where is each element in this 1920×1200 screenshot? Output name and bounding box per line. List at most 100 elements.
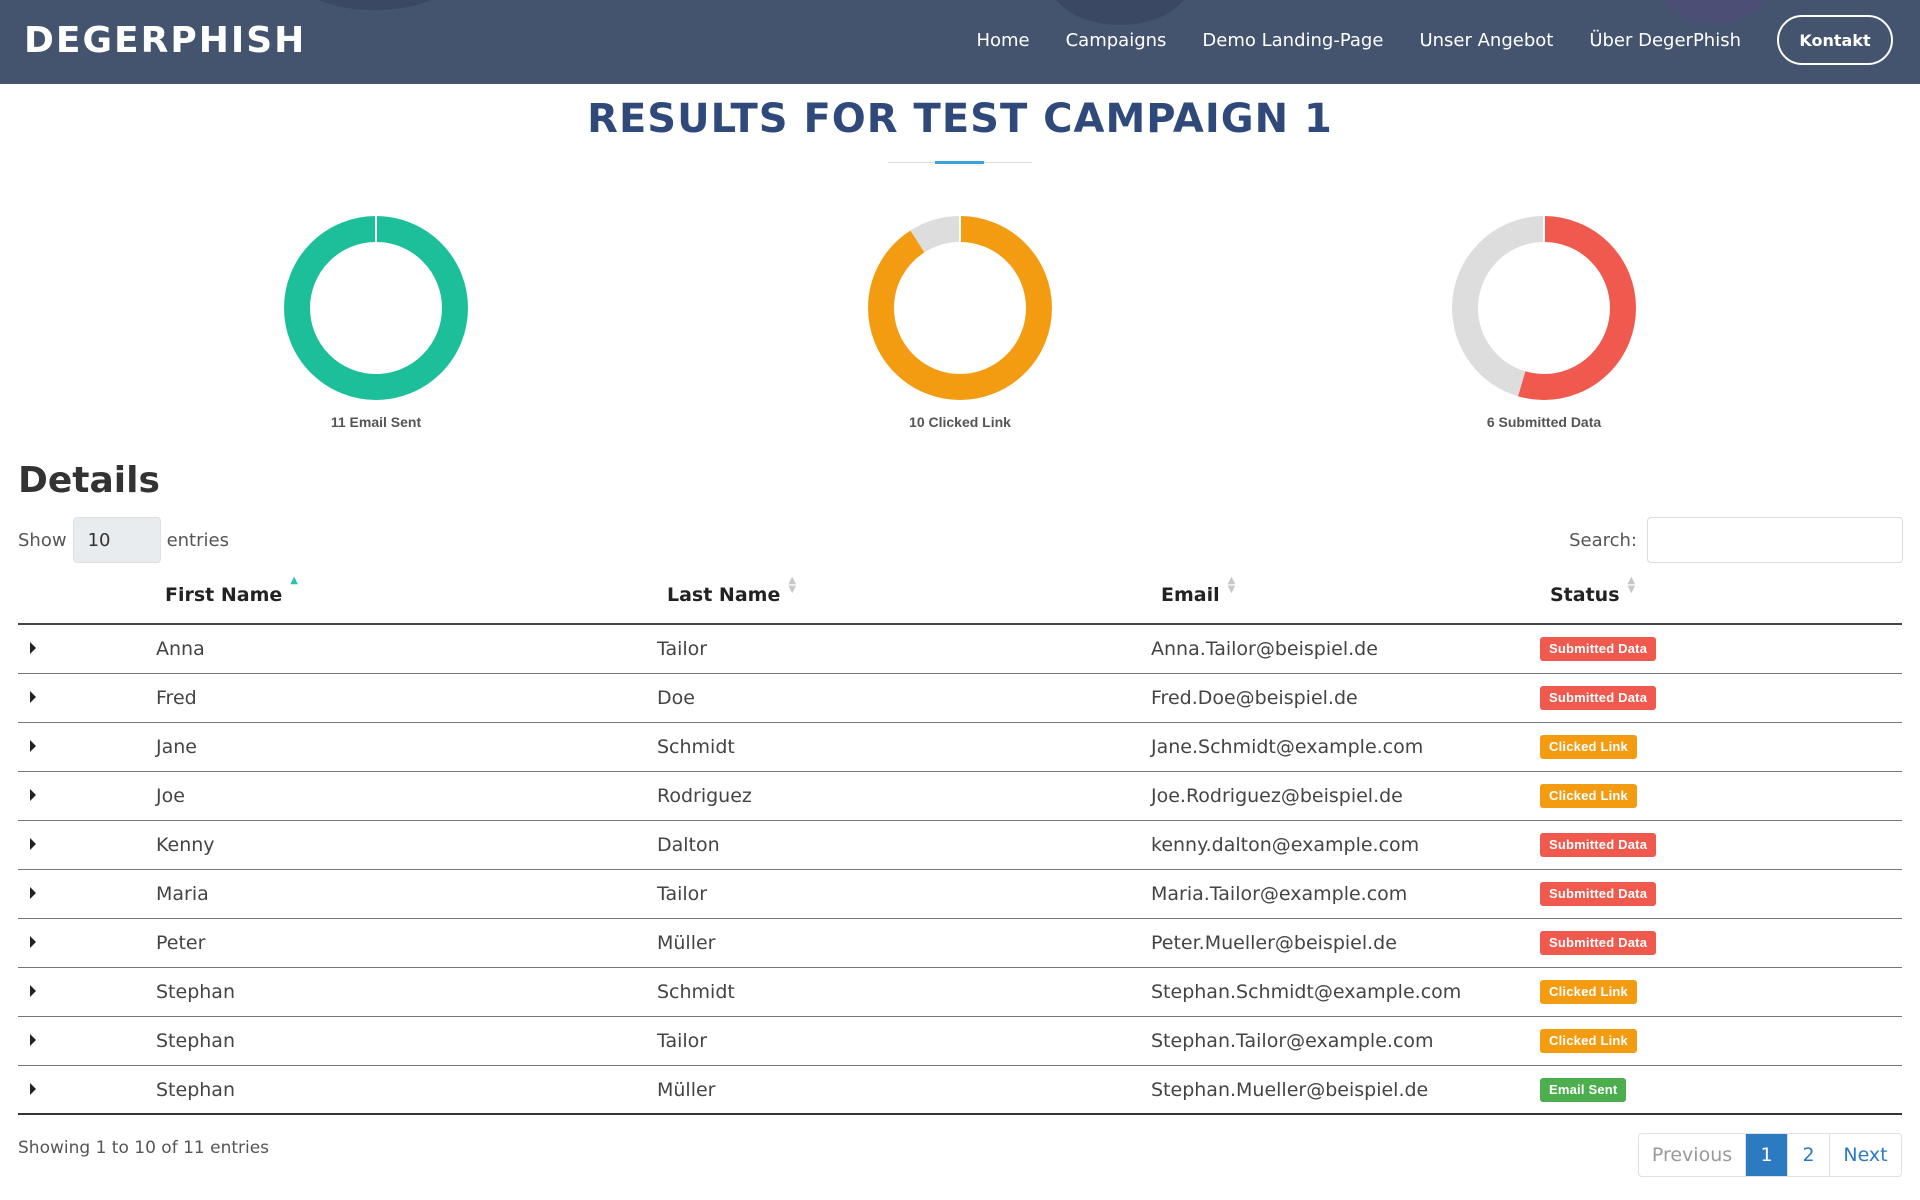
donut-label: 6 Submitted Data (1486, 414, 1602, 430)
cell-email: Stephan.Tailor@example.com (1151, 1030, 1434, 1052)
pagination-page-1[interactable]: 1 (1745, 1134, 1787, 1176)
expand-row-icon[interactable] (30, 985, 36, 997)
expand-row-icon[interactable] (30, 691, 36, 703)
status-badge: Clicked Link (1540, 735, 1637, 759)
search-label: Search: (1569, 529, 1637, 551)
status-badge: Submitted Data (1540, 882, 1657, 906)
cell-last-name: Dalton (657, 834, 720, 856)
results-table: First Name ▲ Last Name ▲ ▼ Email ▲ ▼ Statu… (18, 574, 1902, 1115)
cell-status: Submitted Data (1540, 674, 1657, 722)
cell-last-name: Müller (657, 932, 716, 954)
nav-menu: Home Campaigns Demo Landing-Page Unser A… (976, 14, 1893, 66)
sort-both-icon: ▲ ▼ (1227, 575, 1236, 595)
title-divider-accent (935, 161, 984, 164)
column-header-email[interactable]: Email ▲ ▼ (1161, 576, 1235, 607)
status-badge: Submitted Data (1540, 686, 1657, 710)
donut-slice-email-sent (284, 216, 468, 400)
cell-status: Clicked Link (1540, 772, 1637, 820)
cell-status: Clicked Link (1540, 723, 1637, 771)
pagination-previous-button[interactable]: Previous (1651, 1144, 1733, 1166)
table-body: Anna Tailor Anna.Tailor@beispiel.de Submitt… (18, 625, 1902, 1115)
entries-label: entries (166, 529, 229, 551)
nav-link-ueber-degerphish[interactable]: Über DegerPhish (1589, 29, 1741, 51)
column-header-label: Email (1161, 584, 1220, 606)
cell-last-name: Schmidt (657, 981, 735, 1003)
table-row: Peter Müller Peter.Mueller@beispiel.de Subm… (18, 919, 1902, 968)
status-badge: Clicked Link (1540, 980, 1637, 1004)
cell-email: Stephan.Schmidt@example.com (1151, 981, 1462, 1003)
table-row: Joe Rodriguez Joe.Rodriguez@beispiel.de Cli… (18, 772, 1902, 821)
status-badge: Email Sent (1540, 1078, 1627, 1102)
cell-email: Maria.Tailor@example.com (1151, 883, 1408, 905)
nav-link-unser-angebot[interactable]: Unser Angebot (1419, 29, 1554, 51)
donut-slice-clicked-link (868, 216, 1052, 400)
pagination-page-2[interactable]: 2 (1787, 1134, 1829, 1176)
status-badge: Submitted Data (1540, 931, 1657, 955)
column-header-last-name[interactable]: Last Name ▲ ▼ (667, 576, 796, 607)
nav-link-campaigns[interactable]: Campaigns (1065, 29, 1167, 51)
kontakt-button[interactable]: Kontakt (1777, 15, 1893, 65)
table-header: First Name ▲ Last Name ▲ ▼ Email ▲ ▼ Statu… (18, 574, 1902, 625)
top-navbar: DEGERPHISH Home Campaigns Demo Landing-P… (0, 0, 1920, 84)
expand-row-icon[interactable] (30, 838, 36, 850)
cell-email: kenny.dalton@example.com (1151, 834, 1420, 856)
cell-last-name: Tailor (657, 638, 708, 660)
status-badge: Clicked Link (1540, 1029, 1637, 1053)
cell-email: Stephan.Mueller@beispiel.de (1151, 1079, 1429, 1101)
table-info: Showing 1 to 10 of 11 entries (18, 1138, 270, 1158)
pagination: Previous 1 2 Next (1638, 1133, 1902, 1177)
donut-label: 11 Email Sent (330, 414, 422, 430)
cell-last-name: Rodriguez (657, 785, 752, 807)
cell-status: Clicked Link (1540, 1017, 1637, 1065)
cell-first-name: Anna (156, 638, 205, 660)
column-header-status[interactable]: Status ▲ ▼ (1550, 576, 1635, 607)
donut-svg (1452, 216, 1636, 400)
cell-status: Clicked Link (1540, 968, 1637, 1016)
nav-link-home[interactable]: Home (976, 29, 1030, 51)
pagination-next-button[interactable]: Next (1829, 1134, 1901, 1176)
cell-last-name: Schmidt (657, 736, 735, 758)
column-header-first-name[interactable]: First Name ▲ (165, 576, 298, 607)
cell-last-name: Müller (657, 1079, 716, 1101)
entries-select[interactable]: 10 (72, 517, 161, 563)
table-row: Kenny Dalton kenny.dalton@example.com Submi… (18, 821, 1902, 870)
cell-status: Submitted Data (1540, 625, 1657, 673)
expand-row-icon[interactable] (30, 887, 36, 899)
column-header-label: Status (1550, 584, 1620, 606)
donut-chart-email-sent: 11 Email Sent (226, 216, 526, 430)
table-row: Stephan Tailor Stephan.Tailor@example.com C… (18, 1017, 1902, 1066)
nav-link-demo-landing-page[interactable]: Demo Landing-Page (1202, 29, 1384, 51)
sort-both-icon: ▲ ▼ (1627, 575, 1636, 595)
cell-last-name: Tailor (657, 883, 708, 905)
donut-chart-clicked-link: 10 Clicked Link (810, 216, 1110, 430)
table-row: Fred Doe Fred.Doe@beispiel.de Submitted Dat… (18, 674, 1902, 723)
expand-row-icon[interactable] (30, 936, 36, 948)
column-header-label: First Name (165, 584, 283, 606)
cell-last-name: Tailor (657, 1030, 708, 1052)
cell-first-name: Maria (156, 883, 209, 905)
expand-row-icon[interactable] (30, 1034, 36, 1046)
sort-both-icon: ▲ ▼ (788, 575, 797, 595)
donut-svg (868, 216, 1052, 400)
cell-last-name: Doe (657, 687, 695, 709)
cell-status: Submitted Data (1540, 870, 1657, 918)
column-header-label: Last Name (667, 584, 781, 606)
expand-row-icon[interactable] (30, 789, 36, 801)
expand-row-icon[interactable] (30, 1083, 36, 1095)
nav-decoration (305, 0, 445, 10)
cell-email: Fred.Doe@beispiel.de (1151, 687, 1358, 709)
expand-row-icon[interactable] (30, 642, 36, 654)
cell-email: Joe.Rodriguez@beispiel.de (1151, 785, 1403, 807)
brand-logo[interactable]: DEGERPHISH (24, 20, 307, 61)
donut-chart-submitted-data: 6 Submitted Data (1394, 216, 1694, 430)
cell-first-name: Peter (156, 932, 206, 954)
table-row: Stephan Schmidt Stephan.Schmidt@example.co… (18, 968, 1902, 1017)
cell-first-name: Joe (156, 785, 185, 807)
cell-first-name: Jane (156, 736, 197, 758)
expand-row-icon[interactable] (30, 740, 36, 752)
cell-status: Submitted Data (1540, 919, 1657, 967)
table-row: Maria Tailor Maria.Tailor@example.com Submi… (18, 870, 1902, 919)
search-input[interactable] (1647, 517, 1903, 563)
status-badge: Submitted Data (1540, 833, 1657, 857)
cell-first-name: Stephan (156, 1079, 235, 1101)
